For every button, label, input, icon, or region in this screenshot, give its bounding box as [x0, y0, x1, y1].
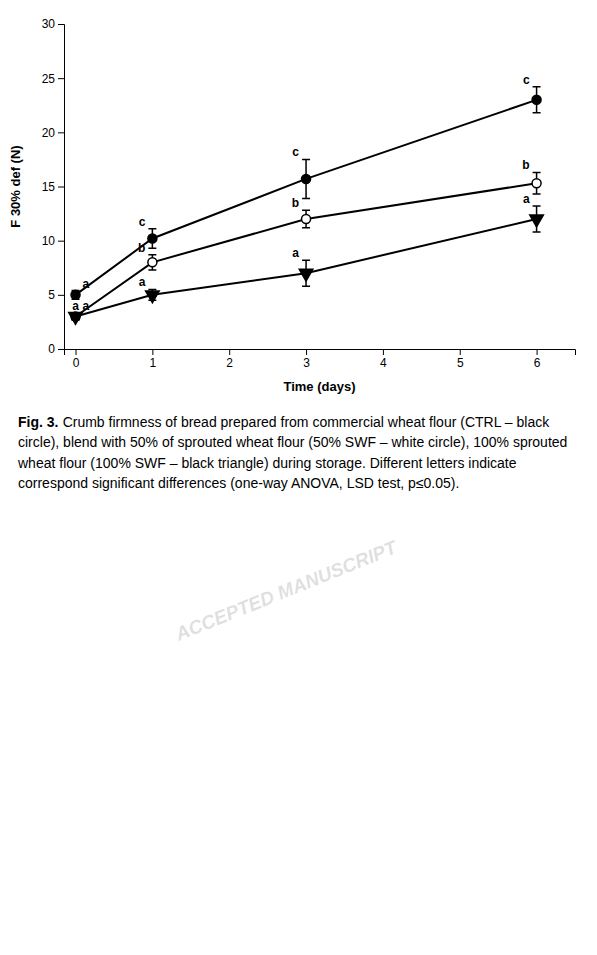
- x-tick-label: 1: [150, 356, 157, 370]
- x-tick-label: 3: [303, 356, 310, 370]
- point-label: a: [83, 299, 90, 313]
- point-label: b: [292, 196, 299, 210]
- marker: [299, 269, 313, 281]
- x-tick: 5: [457, 349, 464, 370]
- x-tick-label: 4: [380, 356, 387, 370]
- error-bar: [302, 159, 310, 198]
- point-label: a: [139, 275, 146, 289]
- marker: [146, 291, 160, 303]
- y-tick-mark: [58, 295, 64, 296]
- marker: [148, 258, 157, 267]
- y-tick-mark: [58, 24, 64, 25]
- x-tick-mark: [229, 349, 230, 355]
- y-tick-mark: [58, 241, 64, 242]
- x-tick-mark: [460, 349, 461, 355]
- point-label: a: [292, 246, 299, 260]
- x-tick-mark: [76, 349, 77, 355]
- x-tick: 0: [73, 349, 80, 370]
- y-tick-mark: [58, 78, 64, 79]
- x-tick-label: 2: [226, 356, 233, 370]
- x-tick: 4: [380, 349, 387, 370]
- x-tick-label: 6: [534, 356, 541, 370]
- point-label: c: [139, 215, 146, 229]
- caption-label: Fig. 3.: [18, 414, 58, 430]
- y-tick: 25: [42, 72, 64, 86]
- y-tick: 30: [42, 17, 64, 31]
- y-tick: 10: [42, 234, 64, 248]
- error-bar: [533, 172, 541, 194]
- point-label: c: [292, 145, 299, 159]
- x-tick: 1: [150, 349, 157, 370]
- y-tick-mark: [58, 349, 64, 350]
- line: [76, 183, 537, 316]
- marker: [532, 179, 541, 188]
- marker: [530, 215, 544, 227]
- series: [71, 172, 541, 321]
- x-tick: 3: [303, 349, 310, 370]
- y-tick-label: 0: [48, 342, 55, 356]
- point-label: a: [523, 192, 530, 206]
- point-label: b: [522, 158, 529, 172]
- point-labels: acccabbbaaaa: [72, 73, 530, 313]
- y-tick-label: 20: [42, 126, 56, 140]
- error-bar: [533, 87, 541, 113]
- error-bar: [72, 291, 80, 300]
- point-label: a: [83, 277, 90, 291]
- y-tick-label: 10: [42, 234, 56, 248]
- x-tick-mark: [383, 349, 384, 355]
- x-tick-label: 5: [457, 356, 464, 370]
- error-bar: [302, 210, 310, 227]
- marker: [71, 290, 80, 299]
- y-tick: 20: [42, 126, 64, 140]
- y-tick-label: 15: [42, 180, 56, 194]
- x-tick: 6: [534, 349, 541, 370]
- x-tick-mark: [537, 349, 538, 355]
- x-tick: 2: [226, 349, 233, 370]
- error-bar: [148, 229, 156, 249]
- line: [76, 219, 537, 317]
- y-axis: 0 5 10 15 20 25 30: [42, 17, 65, 356]
- x-tick-mark: [306, 349, 307, 355]
- point-label: c: [523, 73, 530, 87]
- plot: 0 1 2 3 4 5 6 0 5 10 15 20 25 30 Time (days) F 30% def …: [8, 17, 576, 394]
- marker: [532, 95, 541, 104]
- x-axis: 0 1 2 3 4 5 6: [65, 349, 576, 370]
- marker: [148, 234, 157, 243]
- x-tick-mark: [152, 349, 153, 355]
- x-axis-title: Time (days): [283, 379, 355, 394]
- y-tick-mark: [58, 187, 64, 188]
- y-tick: 5: [48, 288, 64, 302]
- y-tick-label: 25: [42, 72, 56, 86]
- y-tick-label: 30: [42, 17, 56, 31]
- marker: [302, 174, 311, 183]
- marker: [69, 313, 83, 325]
- marks: [69, 87, 544, 325]
- caption: Fig. 3.Crumb firmness of bread prepared …: [18, 412, 578, 493]
- x-axis-line: [65, 350, 576, 356]
- caption-text: Crumb firmness of bread prepared from co…: [18, 414, 567, 491]
- y-tick: 15: [42, 180, 64, 194]
- y-tick-label: 5: [48, 288, 55, 302]
- y-tick-mark: [58, 132, 64, 133]
- x-tick-label: 0: [73, 356, 80, 370]
- y-tick: 0: [48, 342, 64, 356]
- y-axis-title: F 30% def (N): [8, 145, 23, 227]
- point-label: b: [138, 241, 145, 255]
- point-label: a: [72, 299, 79, 313]
- y-axis-line: [58, 25, 65, 350]
- series: [69, 206, 544, 324]
- marker: [302, 214, 311, 223]
- error-bar: [148, 255, 156, 270]
- watermark: ACCEPTED MANUSCRIPT: [172, 536, 401, 645]
- line: [76, 100, 537, 295]
